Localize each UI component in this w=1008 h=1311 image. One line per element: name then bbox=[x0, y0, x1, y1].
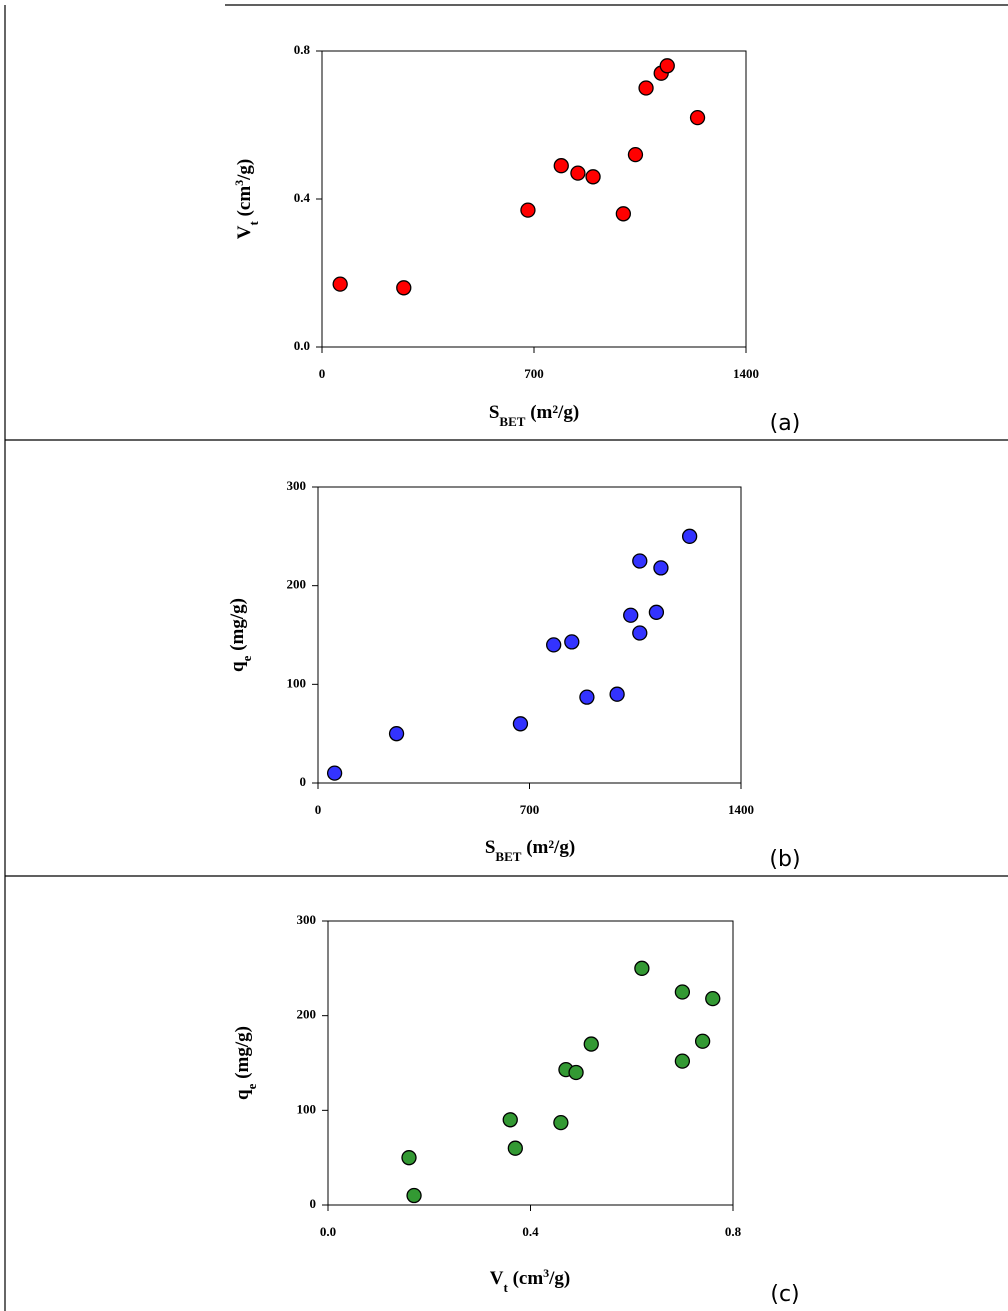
point bbox=[654, 561, 668, 575]
y-axis-label-part: V bbox=[234, 225, 255, 239]
point bbox=[513, 717, 527, 731]
x-tick-label: 0 bbox=[319, 366, 326, 381]
y-tick-label: 0 bbox=[310, 1196, 317, 1211]
x-axis-label-part: (m²/g) bbox=[521, 837, 575, 858]
y-axis-label: Vt (cm3/g) bbox=[232, 159, 261, 240]
point bbox=[660, 59, 674, 73]
x-axis-label-part: /g) bbox=[548, 1268, 570, 1289]
y-tick-label: 100 bbox=[297, 1101, 317, 1116]
y-axis-label-part: /g) bbox=[234, 159, 255, 181]
x-axis-label-part: BET bbox=[499, 414, 525, 429]
point bbox=[580, 690, 594, 704]
point bbox=[639, 81, 653, 95]
point bbox=[554, 159, 568, 173]
point bbox=[624, 608, 638, 622]
y-tick-label: 300 bbox=[297, 912, 317, 927]
point bbox=[390, 727, 404, 741]
y-tick-label: 200 bbox=[297, 1007, 317, 1022]
point bbox=[554, 1116, 568, 1130]
point bbox=[521, 203, 535, 217]
x-axis-label-part: S bbox=[489, 402, 500, 423]
y-axis-label: qe (mg/g) bbox=[227, 598, 254, 672]
point bbox=[628, 148, 642, 162]
point bbox=[328, 766, 342, 780]
point bbox=[675, 1054, 689, 1068]
x-tick-label: 0.8 bbox=[725, 1224, 742, 1239]
x-axis-label-part: S bbox=[485, 837, 496, 858]
point bbox=[407, 1189, 421, 1203]
point bbox=[706, 992, 720, 1006]
point bbox=[683, 529, 697, 543]
point bbox=[397, 281, 411, 295]
point bbox=[586, 170, 600, 184]
chart: 0 700 1400 0 100 200 300 SBET (m²/g) qe (mg/g) (b… bbox=[227, 478, 801, 872]
point bbox=[547, 638, 561, 652]
point bbox=[696, 1034, 710, 1048]
y-tick-label: 300 bbox=[287, 478, 307, 493]
point bbox=[633, 554, 647, 568]
point bbox=[584, 1037, 598, 1051]
y-axis-label-part: q bbox=[232, 1089, 253, 1100]
point bbox=[649, 605, 663, 619]
plot-frame bbox=[322, 51, 746, 347]
x-tick-label: 0.0 bbox=[320, 1224, 336, 1239]
y-tick-label: 0.8 bbox=[294, 42, 311, 57]
panel-label: (a) bbox=[770, 411, 801, 436]
point bbox=[333, 277, 347, 291]
point bbox=[610, 687, 624, 701]
y-tick-label: 0.0 bbox=[294, 338, 310, 353]
chart: 0.0 0.4 0.8 0 100 200 300 Vt (cm3/g) qe (mg/g) (c… bbox=[232, 912, 800, 1307]
x-tick-label: 0 bbox=[315, 802, 322, 817]
page: 070014000.00.40.8SBET (m²/g)Vt (cm3/g)(a… bbox=[0, 0, 1008, 1311]
panel-label: (c) bbox=[770, 1282, 799, 1307]
y-axis-label-part: q bbox=[227, 661, 248, 672]
document: 070014000.00.40.8SBET (m²/g)Vt (cm3/g)(a… bbox=[0, 0, 1008, 1311]
x-axis-label-part: (cm bbox=[508, 1268, 544, 1289]
x-tick-label: 700 bbox=[520, 802, 540, 817]
x-tick-label: 0.4 bbox=[522, 1224, 539, 1239]
x-tick-label: 1400 bbox=[728, 802, 754, 817]
x-axis-label: SBET (m²/g) bbox=[489, 402, 579, 429]
x-axis-label-part: V bbox=[490, 1268, 504, 1289]
y-axis-label-part: (mg/g) bbox=[232, 1026, 253, 1084]
point bbox=[503, 1113, 517, 1127]
x-tick-label: 1400 bbox=[733, 366, 759, 381]
panel-label: (b) bbox=[769, 847, 800, 872]
y-axis-label-part: (mg/g) bbox=[227, 598, 248, 656]
x-tick-label: 700 bbox=[524, 366, 544, 381]
point bbox=[402, 1151, 416, 1165]
y-tick-label: 0.4 bbox=[294, 190, 311, 205]
point bbox=[508, 1141, 522, 1155]
plot-frame bbox=[328, 921, 733, 1205]
y-tick-label: 200 bbox=[287, 577, 307, 592]
point bbox=[569, 1065, 583, 1079]
chart: 0 700 1400 0.0 0.4 0.8 SBET (m²/g) Vt (cm3/g) (a… bbox=[232, 42, 800, 436]
point bbox=[565, 635, 579, 649]
y-tick-label: 0 bbox=[300, 774, 307, 789]
x-axis-label: Vt (cm3/g) bbox=[490, 1266, 571, 1295]
y-tick-label: 100 bbox=[287, 675, 307, 690]
x-axis-label-part: (m²/g) bbox=[525, 402, 579, 423]
point bbox=[691, 111, 705, 125]
x-axis-label-part: BET bbox=[495, 849, 521, 864]
point bbox=[616, 207, 630, 221]
point bbox=[635, 961, 649, 975]
point bbox=[675, 985, 689, 999]
x-axis-label: SBET (m²/g) bbox=[485, 837, 575, 864]
y-axis-label: qe (mg/g) bbox=[232, 1026, 259, 1100]
y-axis-label-part: (cm bbox=[234, 186, 255, 222]
point bbox=[633, 626, 647, 640]
plot-frame bbox=[318, 487, 741, 783]
point bbox=[571, 166, 585, 180]
